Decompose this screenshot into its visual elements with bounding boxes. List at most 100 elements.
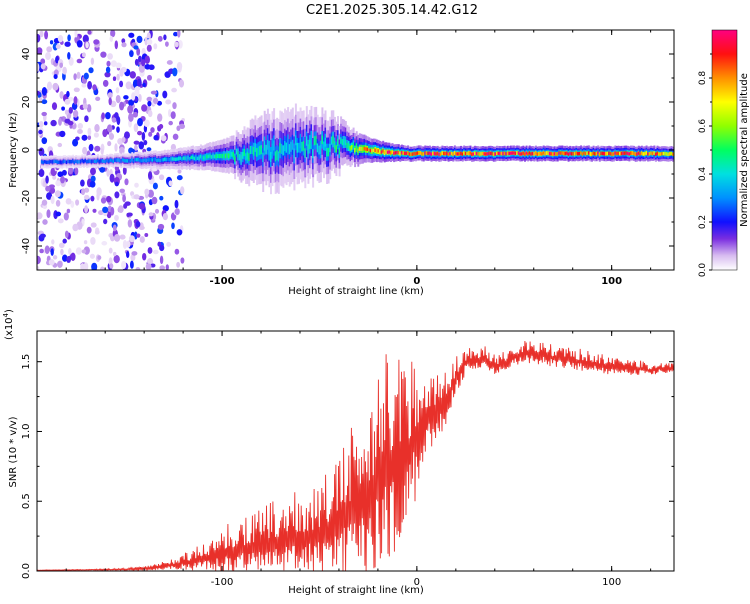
spectral-cell [282, 145, 285, 156]
noise-speckle [107, 141, 112, 147]
spectral-cell [349, 145, 352, 151]
y-tick-label: 20 [21, 96, 32, 109]
noise-speckle [62, 238, 67, 244]
snr-series-line [37, 340, 674, 571]
noise-speckle [141, 104, 148, 112]
noise-speckle [74, 166, 79, 176]
spectral-cell [626, 151, 629, 156]
noise-speckle [176, 62, 183, 71]
spectral-cell [128, 159, 131, 163]
spectral-cell [83, 159, 85, 164]
spectral-cell [240, 155, 243, 162]
spectral-cell [231, 151, 233, 157]
noise-speckle [102, 206, 109, 214]
noise-speckle [176, 175, 183, 181]
spectral-cell [51, 160, 54, 164]
x-tick-label: -100 [210, 276, 235, 287]
noise-speckle [122, 166, 127, 175]
spectral-cell [505, 152, 508, 156]
spectral-cell [400, 151, 403, 155]
spectral-cell [453, 151, 456, 155]
spectral-cell [263, 141, 266, 151]
spectral-cell [457, 152, 459, 156]
noise-speckle [87, 81, 93, 90]
spectral-cell [65, 160, 68, 164]
noise-speckle [62, 66, 67, 75]
spectral-cell [524, 152, 526, 156]
spectral-cell [645, 151, 648, 155]
noise-speckle [109, 263, 114, 269]
noise-speckle [114, 40, 119, 50]
spectral-cell [564, 151, 567, 156]
spectral-cell [271, 143, 274, 154]
spectral-cell [277, 151, 280, 162]
noise-speckle [106, 168, 110, 177]
noise-speckle [174, 41, 179, 48]
noise-speckle [121, 42, 127, 48]
spectral-cell [622, 151, 625, 155]
spectral-cell [410, 152, 413, 156]
spectral-cell [232, 152, 235, 158]
snr-y-multiplier-base: (x10 [4, 317, 15, 340]
noise-speckle [67, 52, 71, 60]
spectral-cell [56, 160, 59, 164]
spectral-cell [93, 159, 96, 163]
noise-speckle [64, 109, 69, 115]
spectral-cell [396, 151, 399, 155]
noise-speckle [81, 188, 86, 196]
noise-speckle [113, 254, 120, 264]
spectral-cell [61, 160, 64, 165]
noise-speckle [83, 240, 88, 245]
y-tick-label: 0.0 [21, 563, 32, 579]
spectral-cell [340, 137, 343, 144]
spectral-cell [182, 156, 185, 160]
spectral-cell [592, 151, 595, 155]
noise-speckle [68, 56, 74, 66]
spectral-cell [288, 144, 291, 155]
noise-speckle [156, 100, 163, 106]
noise-speckle [45, 175, 49, 184]
spectrogram-ticks: -100 0 100 -40 -20 0 20 40 [21, 29, 674, 287]
noise-speckle [132, 111, 138, 118]
noise-speckle [70, 252, 76, 262]
noise-speckle [102, 129, 108, 138]
spectral-cell [405, 151, 408, 156]
spectral-cell [536, 152, 539, 156]
spectral-cell [578, 151, 581, 156]
noise-speckle [86, 226, 92, 234]
spectral-cell [550, 152, 553, 156]
spectral-cell [575, 151, 578, 155]
spectral-cell [198, 156, 201, 160]
spectral-cell [170, 157, 173, 161]
spectral-cell [650, 151, 653, 155]
spectral-cell [162, 158, 165, 162]
noise-speckle [62, 254, 68, 262]
noise-speckle [91, 262, 98, 270]
noise-speckle [110, 206, 115, 216]
spectral-cell [492, 152, 495, 156]
spectral-cell [53, 159, 56, 164]
spectral-cell [464, 151, 467, 156]
spectral-cell [337, 138, 339, 146]
spectral-cell [399, 151, 402, 156]
spectral-cell [335, 145, 338, 153]
noise-speckle [37, 212, 43, 220]
spectral-cell [341, 139, 344, 146]
spectral-cell [333, 141, 336, 149]
spectral-cell [614, 151, 617, 155]
noise-speckle [134, 144, 138, 151]
noise-speckle [41, 87, 48, 96]
noise-speckle [136, 35, 143, 44]
spectral-cell [555, 152, 558, 156]
spectral-cell [382, 149, 385, 153]
spectral-cell [106, 158, 109, 163]
noise-speckle [87, 30, 92, 35]
spectral-cell [480, 152, 483, 156]
noise-speckle [138, 141, 145, 150]
noise-speckle [142, 252, 147, 261]
noise-speckle [39, 30, 44, 38]
spectral-cell [125, 159, 128, 163]
noise-speckle [59, 91, 64, 99]
spectral-cell [527, 152, 530, 156]
